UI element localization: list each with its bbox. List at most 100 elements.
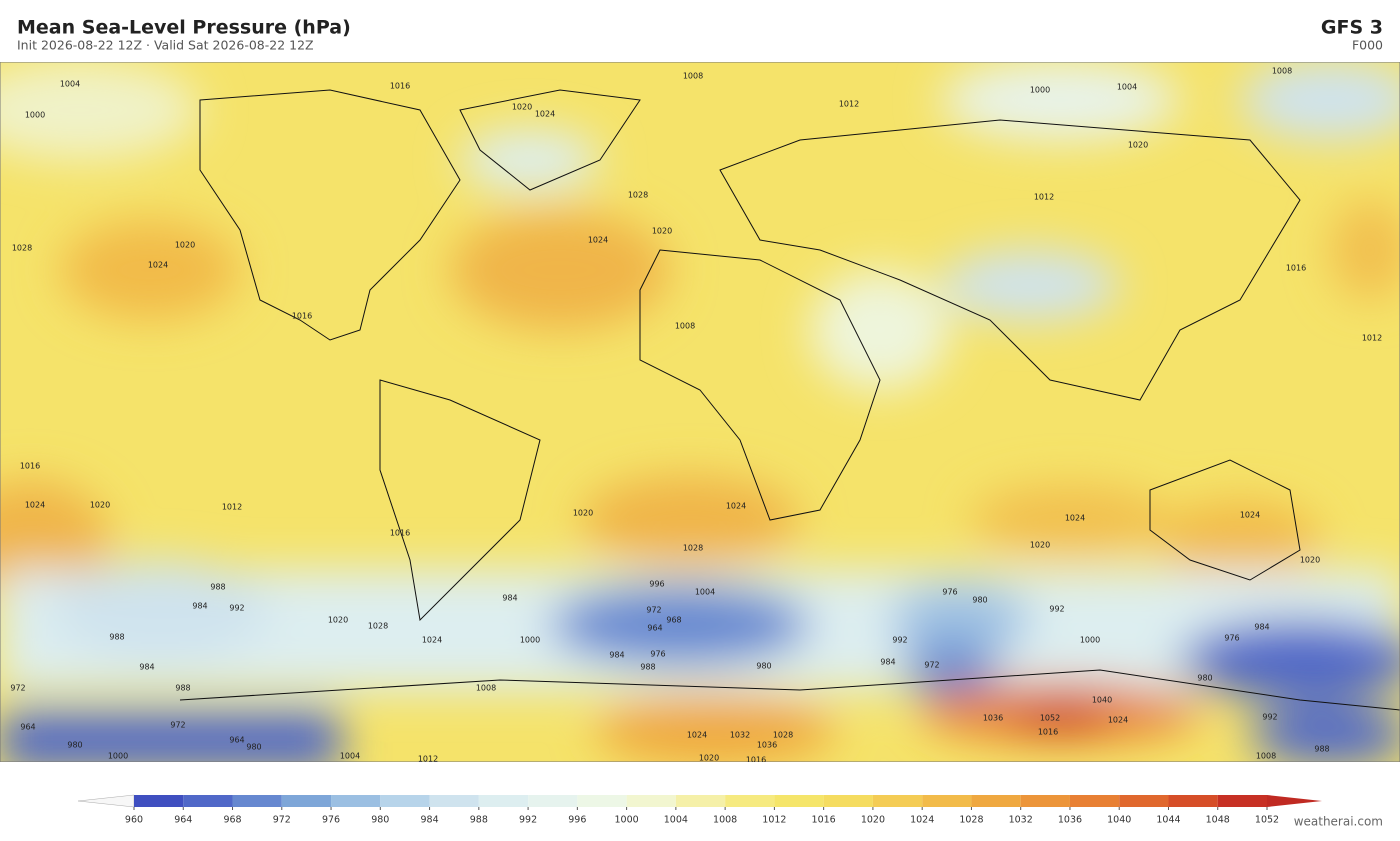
contour-label: 964 <box>229 736 244 745</box>
contour-label: 1008 <box>683 72 703 81</box>
colorbar-bin <box>577 795 627 807</box>
contour-label: 964 <box>647 624 662 633</box>
credit: weatherai.com <box>1294 815 1383 829</box>
colorbar-tick-label: 1044 <box>1156 815 1180 826</box>
contour-label: 984 <box>609 651 624 660</box>
colorbar-bin <box>331 795 381 807</box>
contour-label: 1024 <box>588 236 608 245</box>
colorbar-bin <box>1119 795 1169 807</box>
contour-label: 1000 <box>520 636 540 645</box>
colorbar-bin <box>774 795 824 807</box>
contour-label: 984 <box>139 663 154 672</box>
colorbar-bin <box>675 795 726 807</box>
contour-label: 1024 <box>1065 514 1085 523</box>
contour-label: 1000 <box>25 111 45 120</box>
colorbar-bin <box>380 795 430 807</box>
contour-label: 1028 <box>683 544 703 553</box>
contour-label: 984 <box>192 602 207 611</box>
contour-label: 1020 <box>175 241 195 250</box>
contour-label: 1020 <box>512 103 532 112</box>
contour-label: 1020 <box>90 501 110 510</box>
forecast-hour: F000 <box>1352 38 1383 53</box>
contour-label: 1000 <box>108 752 128 761</box>
colorbar-tick-label: 1000 <box>615 815 639 826</box>
colorbar-tick-label: 1004 <box>664 815 688 826</box>
colorbar-tick-label: 968 <box>223 815 241 826</box>
contour-label: 1004 <box>1117 83 1137 92</box>
contour-label: 1020 <box>328 616 348 625</box>
model: GFS 3 <box>1321 17 1383 39</box>
colorbar-tick-label: 1016 <box>812 815 836 826</box>
contour-label: 972 <box>646 606 661 615</box>
contour-label: 1012 <box>418 755 438 764</box>
contour-label: 980 <box>246 743 261 752</box>
contour-label: 1024 <box>687 731 707 740</box>
contour-label: 1036 <box>757 741 777 750</box>
contour-label: 1024 <box>535 110 555 119</box>
colorbar-tick-label: 992 <box>519 815 537 826</box>
contour-label: 1016 <box>292 312 312 321</box>
colorbar-tick-label: 996 <box>568 815 586 826</box>
contour-label: 1028 <box>12 244 32 253</box>
contour-label: 1036 <box>983 714 1003 723</box>
colorbar-bin <box>429 795 479 807</box>
colorbar: 960 964 968 972 976 980 984 988 992 996 1000 1004 10… <box>77 794 1322 826</box>
colorbar-bin <box>232 795 282 807</box>
colorbar-bin <box>1020 795 1070 807</box>
contour-label: 992 <box>1262 713 1277 722</box>
colorbar-bin <box>626 795 676 807</box>
contour-label: 992 <box>229 604 244 613</box>
title: Mean Sea-Level Pressure (hPa) <box>17 17 351 39</box>
contour-label: 1020 <box>699 754 719 763</box>
colorbar-bin <box>528 795 578 807</box>
contour-label: 1016 <box>390 529 410 538</box>
contour-label: 988 <box>1314 745 1329 754</box>
contour-label: 976 <box>650 650 665 659</box>
contour-label: 996 <box>649 580 664 589</box>
colorbar-under <box>77 794 135 808</box>
contour-label: 972 <box>170 721 185 730</box>
colorbar-tick-label: 1024 <box>910 815 934 826</box>
subtitle: Init 2026-08-22 12Z · Valid Sat 2026-08-… <box>17 38 314 53</box>
contour-label: 1024 <box>422 636 442 645</box>
contour-label: 1004 <box>340 752 360 761</box>
contour-label: 984 <box>502 594 517 603</box>
contour-label: 1004 <box>60 80 80 89</box>
colorbar-bin <box>922 795 972 807</box>
contour-label: 984 <box>880 658 895 667</box>
contour-label: 980 <box>972 596 987 605</box>
colorbar-bin <box>281 795 332 807</box>
colorbar-bin <box>823 795 873 807</box>
colorbar-tick-label: 984 <box>420 815 438 826</box>
contour-label: 984 <box>1254 623 1269 632</box>
colorbar-bin <box>1168 795 1218 807</box>
colorbar-tick-label: 1040 <box>1107 815 1131 826</box>
contour-label: 992 <box>1049 605 1064 614</box>
contour-label: 988 <box>210 583 225 592</box>
contour-label: 1020 <box>1128 141 1148 150</box>
colorbar-tick-label: 976 <box>322 815 340 826</box>
contour-label: 972 <box>924 661 939 670</box>
contour-label: 1016 <box>1286 264 1306 273</box>
colorbar-tick-label: 980 <box>371 815 389 826</box>
contour-label: 1016 <box>20 462 40 471</box>
colorbar-bin <box>183 795 233 807</box>
contour-label: 1024 <box>148 261 168 270</box>
colorbar-tick-label: 960 <box>125 815 143 826</box>
coastlines <box>179 89 1400 711</box>
contour-label: 1000 <box>1030 86 1050 95</box>
contour-label: 1008 <box>476 684 496 693</box>
contour-label: 1024 <box>1240 511 1260 520</box>
colorbar-over <box>1267 795 1322 807</box>
contour-label: 968 <box>666 616 681 625</box>
colorbar-tick-label: 1048 <box>1206 815 1230 826</box>
colorbar-tick-label: 1012 <box>762 815 786 826</box>
colorbar-tick-label: 1028 <box>959 815 983 826</box>
colorbar-bin <box>971 795 1021 807</box>
contour-label: 1024 <box>25 501 45 510</box>
contour-label: 1052 <box>1040 714 1060 723</box>
contour-label: 976 <box>942 588 957 597</box>
contour-label: 1012 <box>839 100 859 109</box>
contour-label: 1032 <box>730 731 750 740</box>
